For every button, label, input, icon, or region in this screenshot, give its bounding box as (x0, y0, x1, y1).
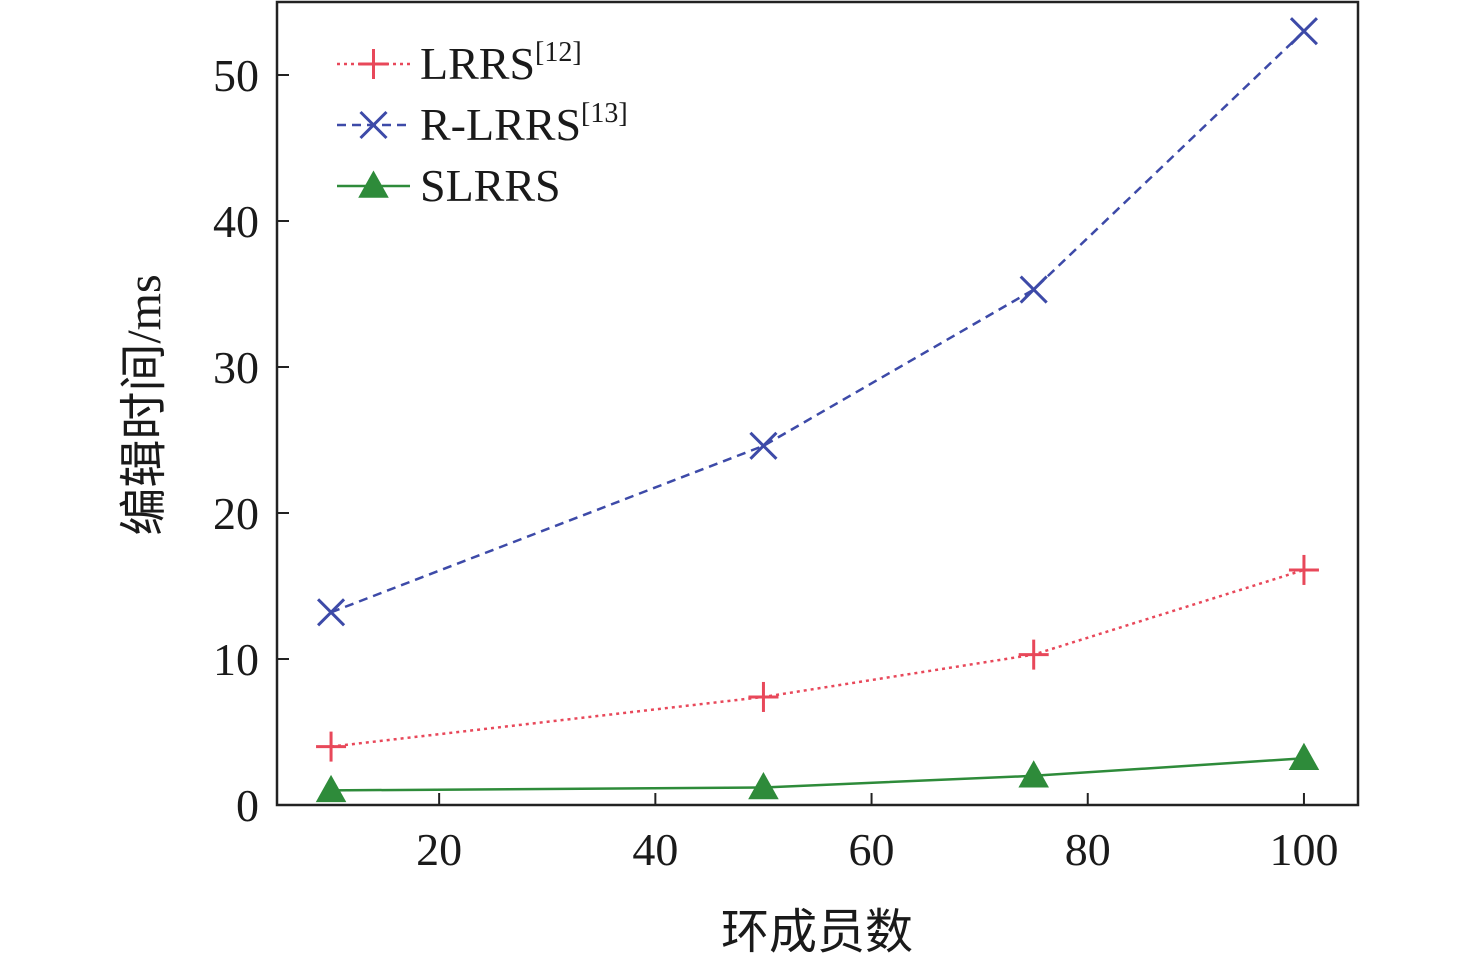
y-tick-label: 10 (213, 634, 259, 685)
data-point-marker (1018, 760, 1049, 788)
legend-marker (359, 110, 388, 140)
y-tick-label: 30 (213, 342, 259, 393)
x-tick-label: 40 (632, 824, 678, 875)
plot-area-frame (275, 0, 1360, 807)
data-point-marker (1288, 742, 1320, 771)
data-point-marker (748, 681, 779, 712)
x-tick-label: 60 (849, 824, 895, 875)
data-point-marker (315, 774, 347, 803)
series-line (330, 30, 1305, 614)
data-point-marker (1289, 17, 1319, 46)
data-point-marker (316, 731, 347, 762)
data-point-marker (1019, 275, 1048, 304)
y-tick-label: 40 (213, 196, 259, 247)
series-line (330, 568, 1305, 748)
legend-entry: LRRS[12] (337, 37, 582, 89)
legend-marker (358, 49, 389, 79)
y-tick-label: 0 (236, 780, 259, 831)
x-tick-label: 100 (1269, 824, 1338, 875)
legend-label: SLRRS (420, 160, 561, 211)
y-tick-label: 20 (213, 488, 259, 539)
series-line (331, 757, 1305, 792)
data-point-marker (749, 431, 778, 460)
data-point-marker (316, 598, 346, 627)
data-point-marker (1288, 554, 1319, 585)
x-tick-label: 80 (1065, 824, 1111, 875)
data-point-marker (748, 771, 779, 800)
series-lrrs (316, 554, 1319, 762)
x-tick-label: 20 (416, 824, 462, 875)
series-r-lrrs (316, 17, 1319, 627)
legend-entry: SLRRS (337, 160, 561, 211)
x-axis-title: 环成员数 (721, 906, 913, 959)
legend-marker (358, 170, 389, 198)
legend-label: R-LRRS[13] (420, 98, 628, 150)
y-tick-label: 50 (213, 50, 259, 101)
y-axis-title: 编辑时间/ms (118, 274, 171, 535)
series-slrrs (315, 742, 1320, 803)
data-point-marker (1018, 639, 1049, 670)
legend-label: LRRS[12] (420, 37, 582, 89)
legend-entry: R-LRRS[13] (337, 98, 628, 150)
